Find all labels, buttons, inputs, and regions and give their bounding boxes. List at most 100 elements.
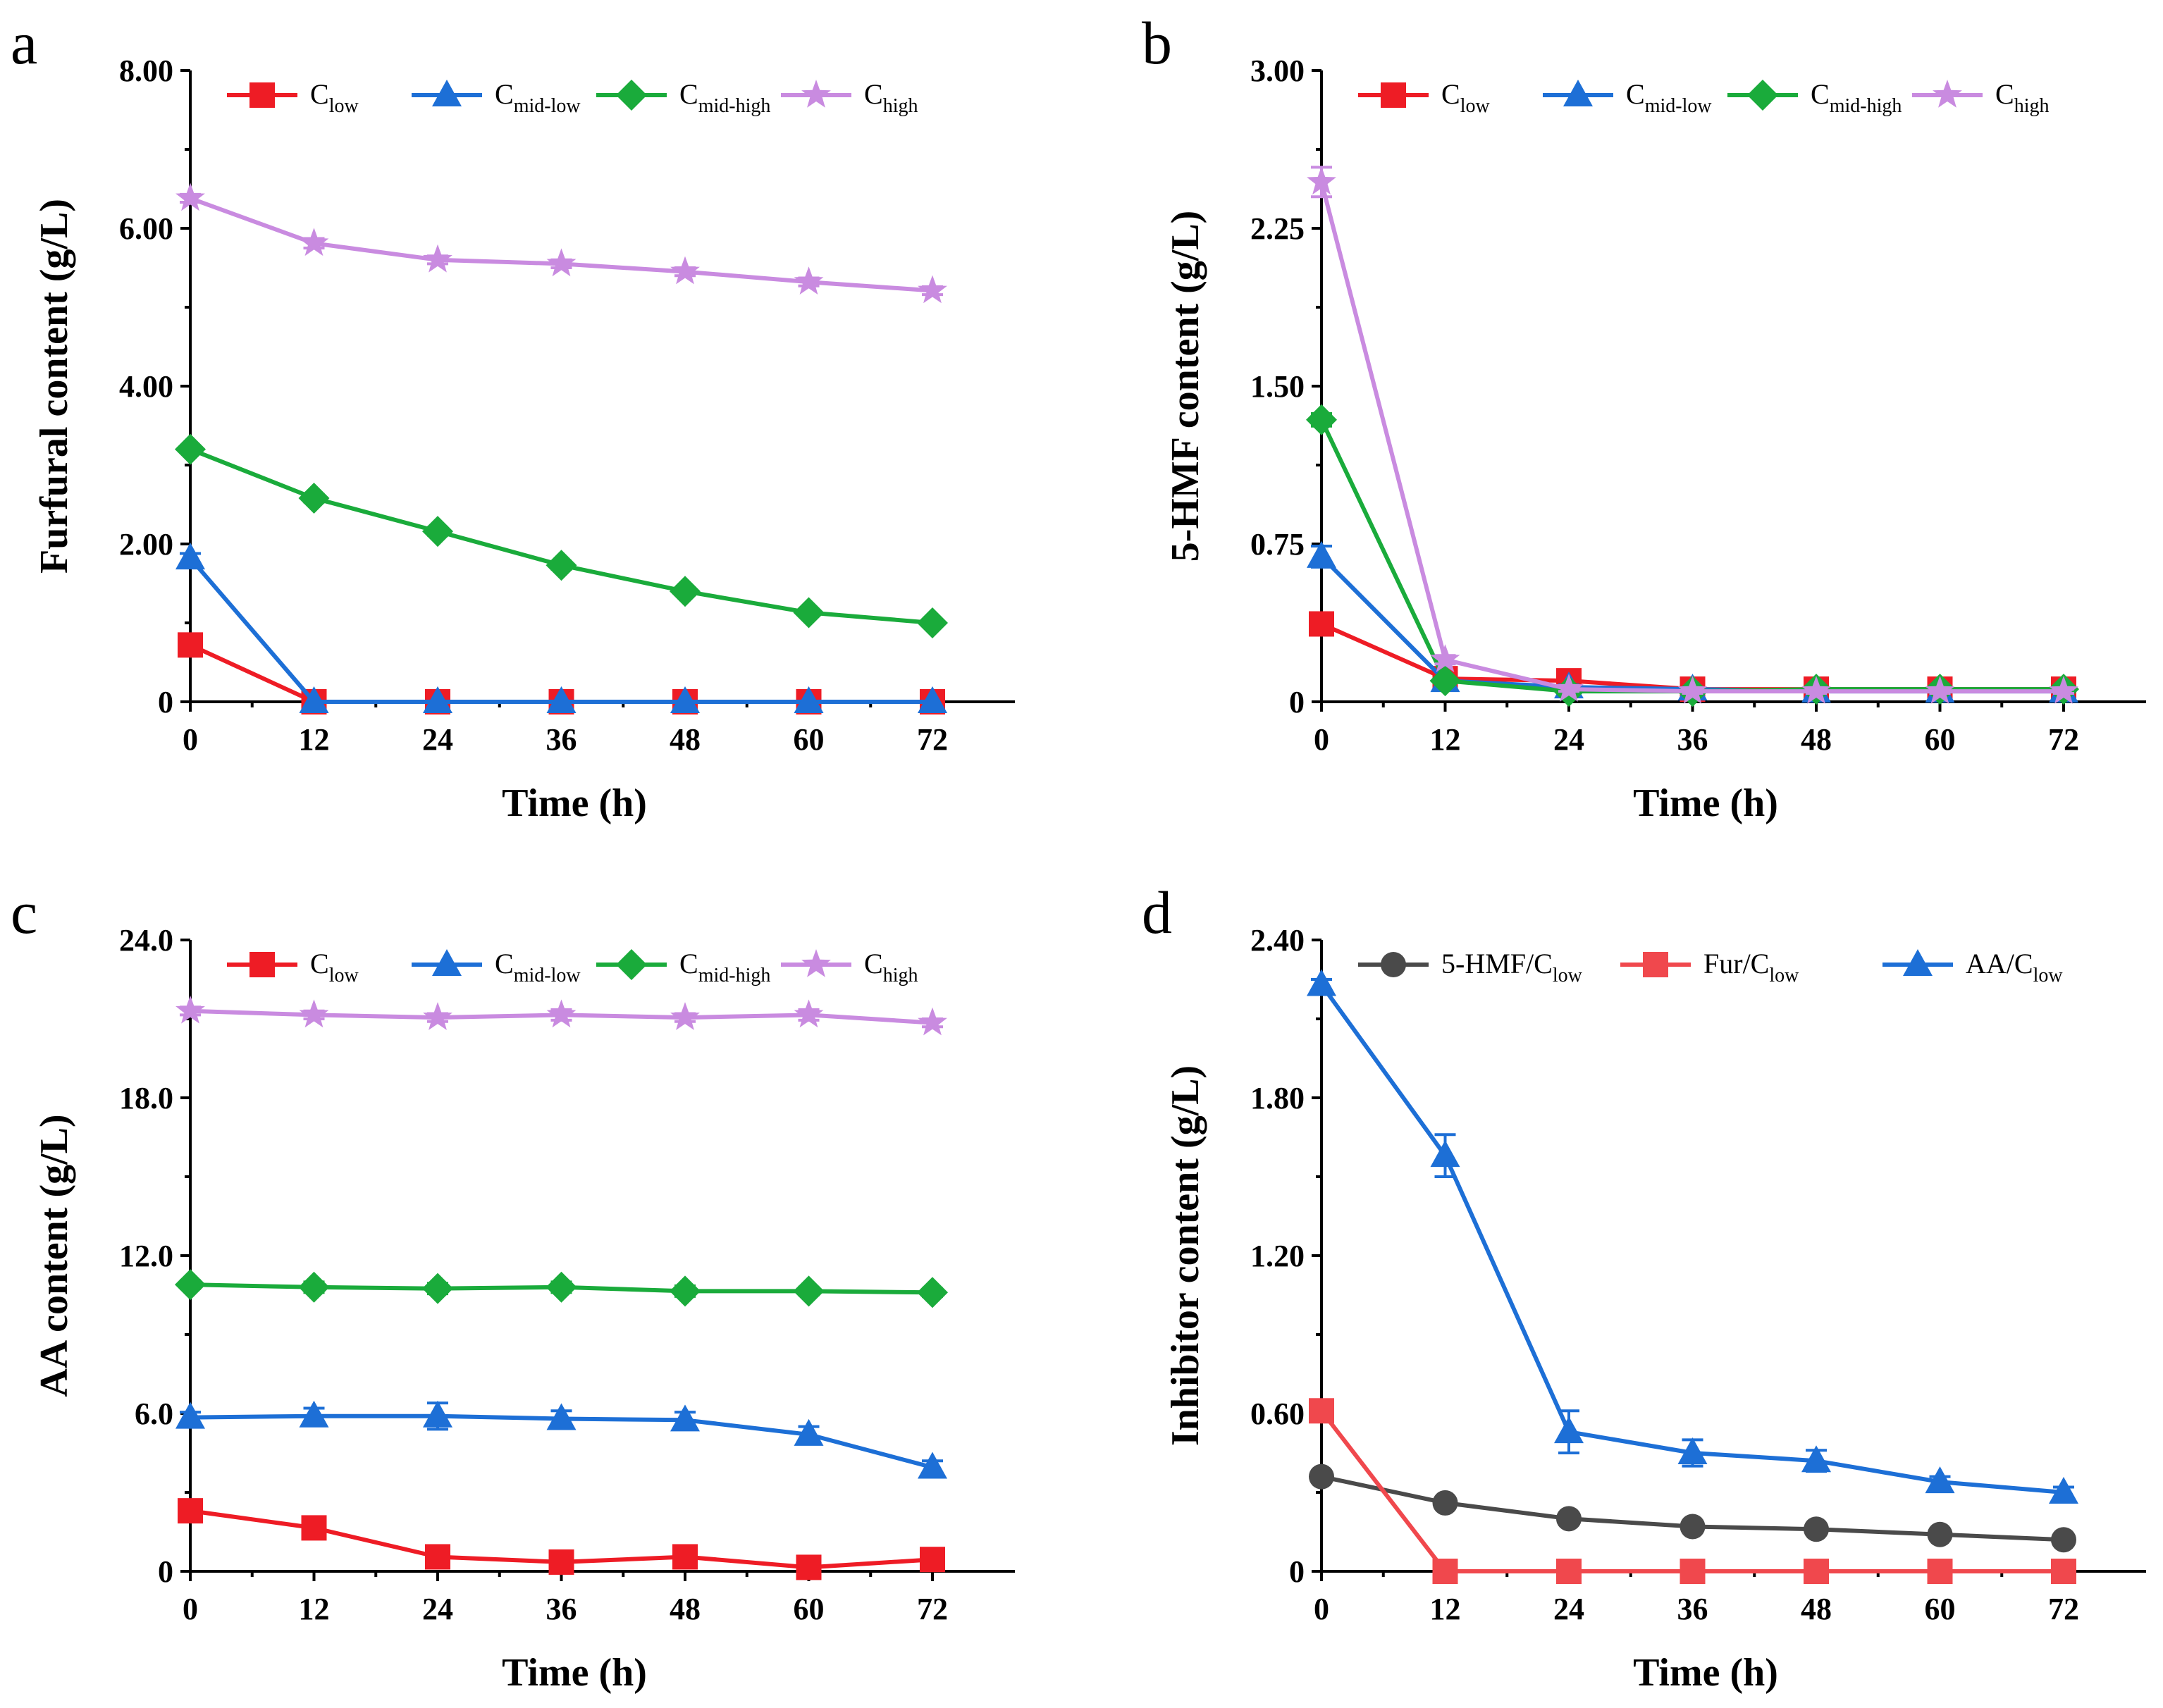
data-point — [299, 686, 329, 713]
legend-label: Cmid-high — [679, 78, 770, 117]
data-point — [1430, 1140, 1460, 1168]
chart-panel-d: d 0 0.60 1.20 1.80 2.40 0 12 24 36 48 60 72 Time (h) I… — [1142, 879, 2146, 1695]
series-cmid-low — [175, 1400, 947, 1479]
legend-label: 5-HMF/Clow — [1441, 948, 1583, 986]
data-point — [918, 1007, 947, 1036]
data-point — [793, 597, 825, 629]
legend-marker — [249, 952, 275, 977]
data-point — [670, 576, 701, 607]
legend-label: Clow — [1441, 78, 1490, 117]
series-line — [189, 196, 933, 293]
legend-marker — [1381, 952, 1406, 977]
y-tick-label: 0.60 — [1250, 1397, 1305, 1431]
y-tick-label: 6.00 — [119, 211, 173, 246]
legend-marker — [1747, 80, 1778, 111]
y-tick-label: 6.0 — [135, 1397, 173, 1431]
series-chigh — [175, 995, 947, 1036]
y-axis-title: Furfural content (g/L) — [32, 199, 76, 574]
chart-panel-c: c 0 6.0 12.0 18.0 24.0 0 12 24 36 48 60 72 Time (h) AA… — [11, 879, 1015, 1695]
data-point — [301, 1515, 327, 1541]
y-tick-label: 24.0 — [119, 923, 173, 958]
data-point — [920, 1547, 945, 1573]
y-tick-label: 3.00 — [1250, 54, 1305, 88]
data-point — [917, 607, 948, 638]
x-tick-label: 48 — [1801, 1592, 1832, 1626]
data-point — [793, 1275, 825, 1307]
x-tick-label: 60 — [794, 1592, 825, 1626]
data-point — [918, 275, 947, 304]
data-point — [918, 686, 947, 713]
legend-label: Clow — [310, 78, 359, 117]
x-tick-label: 12 — [299, 722, 330, 757]
x-tick-label: 60 — [794, 722, 825, 757]
data-point — [546, 248, 577, 277]
x-tick-label: 36 — [546, 722, 577, 757]
data-point — [1429, 665, 1461, 697]
legend-marker — [249, 82, 275, 108]
legend-label: Cmid-low — [495, 948, 581, 986]
series-cmid-high — [175, 1269, 948, 1308]
data-point — [1554, 674, 1584, 702]
x-axis-title: Time (h) — [502, 781, 647, 825]
data-point — [796, 1554, 822, 1580]
x-axis-title: Time (h) — [1633, 1651, 1778, 1695]
legend-marker — [432, 80, 462, 106]
data-point — [178, 632, 203, 658]
data-point — [1801, 1445, 1831, 1473]
x-axis-title: Time (h) — [1633, 781, 1778, 825]
series-line — [1319, 983, 2064, 1494]
legend-marker — [801, 949, 831, 977]
x-tick-label: 0 — [183, 1592, 198, 1626]
data-point — [422, 1273, 453, 1304]
data-point — [1307, 166, 1336, 195]
series-line — [1319, 419, 2064, 694]
y-tick-label: 0.75 — [1250, 527, 1305, 562]
legend-marker — [1563, 80, 1593, 106]
y-axis-title: 5-HMF content (g/L) — [1164, 211, 1207, 562]
data-point — [1677, 1437, 1708, 1464]
series-cmid-low — [175, 543, 947, 713]
data-point — [175, 995, 205, 1024]
legend-label: Cmid-high — [1811, 78, 1902, 117]
data-point — [917, 1277, 948, 1308]
y-tick-label: 0 — [158, 1554, 173, 1589]
series-chigh — [1307, 166, 2078, 704]
data-point — [175, 433, 206, 465]
x-tick-label: 24 — [422, 1592, 453, 1626]
data-point — [1432, 1559, 1458, 1584]
data-point — [1432, 1490, 1458, 1516]
y-tick-label: 1.50 — [1250, 369, 1305, 404]
data-point — [1925, 1466, 1955, 1494]
series-5-hmf-clow — [1309, 1463, 2076, 1553]
data-point — [423, 244, 452, 273]
data-point — [175, 543, 205, 570]
legend-label: Chigh — [864, 948, 918, 986]
y-tick-label: 2.25 — [1250, 211, 1305, 246]
legend-label: Fur/Clow — [1703, 948, 1799, 986]
x-tick-label: 24 — [1553, 722, 1584, 757]
x-tick-label: 60 — [1925, 1592, 1956, 1626]
data-point — [423, 1002, 452, 1030]
x-tick-label: 24 — [1553, 1592, 1584, 1626]
legend-marker — [1381, 82, 1406, 108]
legend-label: Chigh — [864, 78, 918, 117]
x-tick-label: 12 — [1430, 722, 1461, 757]
x-tick-label: 36 — [1677, 722, 1708, 757]
data-point — [670, 1404, 700, 1432]
x-tick-label: 72 — [917, 1592, 948, 1626]
data-point — [1804, 1516, 1829, 1542]
series-aa-clow — [1307, 969, 2078, 1504]
data-point — [670, 1002, 700, 1030]
data-point — [1309, 611, 1334, 637]
x-tick-label: 0 — [1314, 1592, 1329, 1626]
data-point — [794, 686, 824, 713]
y-tick-label: 8.00 — [119, 54, 173, 88]
y-tick-label: 1.20 — [1250, 1239, 1305, 1273]
data-point — [1556, 1559, 1582, 1584]
y-tick-label: 2.40 — [1250, 923, 1305, 958]
x-tick-label: 36 — [546, 1592, 577, 1626]
x-tick-label: 72 — [2048, 722, 2079, 757]
data-point — [918, 1452, 947, 1479]
data-point — [1309, 1463, 1334, 1490]
data-point — [175, 1401, 205, 1429]
